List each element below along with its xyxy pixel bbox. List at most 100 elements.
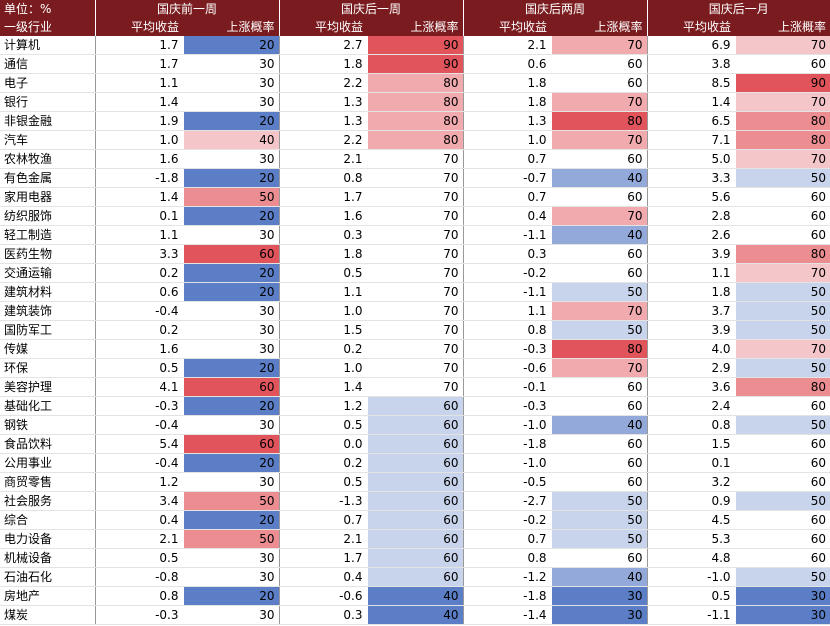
column-header: 平均收益 bbox=[278, 18, 368, 36]
return-cell: 1.4 bbox=[646, 92, 736, 112]
probability-cell: 20 bbox=[182, 263, 280, 283]
return-cell: 3.9 bbox=[646, 320, 736, 340]
industry-name: 基础化工 bbox=[0, 396, 95, 416]
return-cell: 6.9 bbox=[646, 36, 736, 55]
return-cell: 1.8 bbox=[462, 92, 552, 112]
return-cell: -0.8 bbox=[94, 567, 183, 587]
probability-cell: 50 bbox=[182, 187, 280, 207]
industry-name: 石油石化 bbox=[0, 567, 95, 587]
return-cell: 0.7 bbox=[278, 510, 368, 530]
return-cell: -0.4 bbox=[94, 301, 183, 321]
industry-name: 公用事业 bbox=[0, 453, 95, 473]
probability-cell: 60 bbox=[366, 396, 464, 416]
probability-cell: 30 bbox=[182, 92, 280, 112]
return-cell: 3.2 bbox=[646, 472, 736, 492]
table-row: 交通运输 0.2 20 0.5 70 -0.2 60 1.1 70 bbox=[0, 263, 830, 283]
return-cell: -0.1 bbox=[462, 377, 552, 397]
return-cell: 1.0 bbox=[462, 130, 552, 150]
return-cell: 1.1 bbox=[646, 263, 736, 283]
column-header: 平均收益 bbox=[462, 18, 552, 36]
table-row: 非银金融 1.9 20 1.3 80 1.3 80 6.5 80 bbox=[0, 111, 830, 131]
return-cell: -0.6 bbox=[278, 586, 368, 606]
return-cell: 1.8 bbox=[462, 73, 552, 93]
table-row: 医药生物 3.3 60 1.8 70 0.3 60 3.9 80 bbox=[0, 244, 830, 264]
probability-cell: 40 bbox=[550, 168, 648, 188]
probability-cell: 50 bbox=[734, 168, 830, 188]
probability-cell: 70 bbox=[366, 282, 464, 302]
return-cell: 3.8 bbox=[646, 54, 736, 74]
return-cell: 1.0 bbox=[278, 358, 368, 378]
probability-cell: 60 bbox=[550, 187, 648, 207]
probability-cell: 60 bbox=[366, 491, 464, 511]
column-header: 平均收益 bbox=[646, 18, 736, 36]
probability-cell: 50 bbox=[550, 320, 648, 340]
table-row: 银行 1.4 30 1.3 80 1.8 70 1.4 70 bbox=[0, 92, 830, 112]
column-header: 上涨概率 bbox=[551, 18, 648, 36]
probability-cell: 60 bbox=[366, 434, 464, 454]
return-cell: 0.8 bbox=[278, 168, 368, 188]
return-cell: 1.7 bbox=[278, 548, 368, 568]
probability-cell: 30 bbox=[550, 605, 648, 625]
return-cell: 5.6 bbox=[646, 187, 736, 207]
probability-cell: 60 bbox=[550, 453, 648, 473]
probability-cell: 80 bbox=[550, 339, 648, 359]
probability-cell: 30 bbox=[182, 339, 280, 359]
probability-cell: 50 bbox=[734, 491, 830, 511]
return-cell: 0.7 bbox=[462, 149, 552, 169]
probability-cell: 70 bbox=[366, 244, 464, 264]
industry-name: 电子 bbox=[0, 73, 95, 93]
probability-cell: 20 bbox=[182, 396, 280, 416]
return-cell: -0.3 bbox=[94, 605, 183, 625]
probability-cell: 40 bbox=[550, 567, 648, 587]
return-cell: 0.0 bbox=[278, 434, 368, 454]
probability-cell: 30 bbox=[182, 548, 280, 568]
table-row: 轻工制造 1.1 30 0.3 70 -1.1 40 2.6 60 bbox=[0, 225, 830, 245]
probability-cell: 70 bbox=[550, 130, 648, 150]
probability-cell: 50 bbox=[734, 301, 830, 321]
return-cell: 2.6 bbox=[646, 225, 736, 245]
return-cell: 1.6 bbox=[278, 206, 368, 226]
table-row: 机械设备 0.5 30 1.7 60 0.8 60 4.8 60 bbox=[0, 548, 830, 568]
return-cell: -1.2 bbox=[462, 567, 552, 587]
return-cell: -0.6 bbox=[462, 358, 552, 378]
table-row: 家用电器 1.4 50 1.7 70 0.7 60 5.6 60 bbox=[0, 187, 830, 207]
probability-cell: 70 bbox=[734, 149, 830, 169]
table-row: 环保 0.5 20 1.0 70 -0.6 70 2.9 50 bbox=[0, 358, 830, 378]
return-cell: -0.4 bbox=[94, 415, 183, 435]
probability-cell: 50 bbox=[734, 320, 830, 340]
table-row: 美容护理 4.1 60 1.4 70 -0.1 60 3.6 80 bbox=[0, 377, 830, 397]
probability-cell: 70 bbox=[366, 168, 464, 188]
probability-cell: 30 bbox=[734, 586, 830, 606]
return-cell: 0.4 bbox=[278, 567, 368, 587]
return-cell: 0.5 bbox=[278, 263, 368, 283]
header-row: 单位：% 国庆前一周 国庆后一周 国庆后两周 国庆后一月 bbox=[0, 0, 830, 18]
probability-cell: 30 bbox=[182, 54, 280, 74]
probability-cell: 70 bbox=[366, 225, 464, 245]
probability-cell: 20 bbox=[182, 586, 280, 606]
probability-cell: 80 bbox=[734, 377, 830, 397]
probability-cell: 50 bbox=[182, 529, 280, 549]
industry-name: 非银金融 bbox=[0, 111, 95, 131]
table-row: 煤炭 -0.3 30 0.3 40 -1.4 30 -1.1 30 bbox=[0, 605, 830, 625]
probability-cell: 60 bbox=[734, 54, 830, 74]
table-row: 社会服务 3.4 50 -1.3 60 -2.7 50 0.9 50 bbox=[0, 491, 830, 511]
table-row: 房地产 0.8 20 -0.6 40 -1.8 30 0.5 30 bbox=[0, 586, 830, 606]
return-cell: -1.8 bbox=[462, 586, 552, 606]
probability-cell: 70 bbox=[366, 187, 464, 207]
probability-cell: 70 bbox=[734, 36, 830, 55]
table-row: 农林牧渔 1.6 30 2.1 70 0.7 60 5.0 70 bbox=[0, 149, 830, 169]
table-body: 计算机 1.7 20 2.7 90 2.1 70 6.9 70 通信 1.7 30 1.8 90 0.6 60… bbox=[0, 36, 830, 625]
probability-cell: 80 bbox=[366, 73, 464, 93]
industry-name: 钢铁 bbox=[0, 415, 95, 435]
return-cell: 3.4 bbox=[94, 491, 183, 511]
industry-name: 有色金属 bbox=[0, 168, 95, 188]
return-cell: 1.1 bbox=[94, 225, 183, 245]
return-cell: 0.1 bbox=[646, 453, 736, 473]
probability-cell: 30 bbox=[182, 225, 280, 245]
probability-cell: 60 bbox=[734, 472, 830, 492]
table-row: 石油石化 -0.8 30 0.4 60 -1.2 40 -1.0 50 bbox=[0, 567, 830, 587]
return-cell: 0.5 bbox=[646, 586, 736, 606]
return-cell: 0.3 bbox=[278, 605, 368, 625]
return-cell: 0.5 bbox=[278, 415, 368, 435]
